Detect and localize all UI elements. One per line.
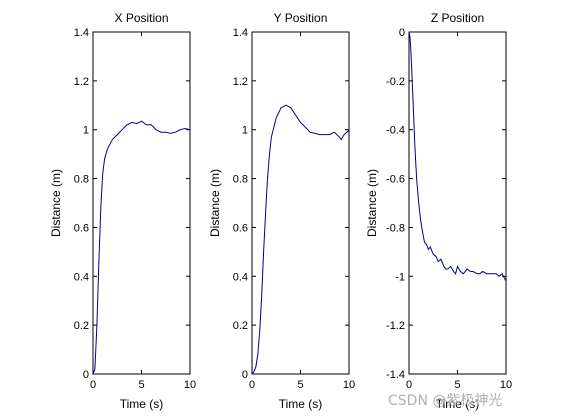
- y-tick-label: 1.2: [74, 76, 89, 88]
- y-tick-label: -1.4: [386, 369, 405, 381]
- x-axis-label: Time (s): [279, 397, 323, 411]
- axes-box: [251, 31, 350, 375]
- x-tick-label: 5: [138, 379, 144, 391]
- y-axis-label: Distance (m): [208, 169, 222, 237]
- y-tick-label: 1.4: [233, 27, 248, 39]
- x-tick-label: 10: [500, 379, 512, 391]
- y-tick-label: 1.2: [233, 76, 248, 88]
- series-line: [408, 31, 507, 282]
- axes-box: [408, 31, 507, 375]
- series-line: [251, 104, 350, 375]
- chart-title: Y Position: [274, 11, 328, 25]
- y-tick-label: 1: [83, 125, 89, 137]
- y-tick-label: -0.4: [386, 125, 405, 137]
- subplot-3: 0-0.2-0.4-0.6-0.8-1-1.2-1.40 5 10Z Positio…: [365, 11, 512, 411]
- subplot-1: 0 0.2 0.4 0.6 0.8 1 1.2 1.4 0 5 10 X Position Time (…: [49, 11, 196, 411]
- y-tick-label: -0.6: [386, 174, 405, 186]
- x-tick-label: 5: [297, 379, 303, 391]
- x-tick-label: 10: [184, 379, 196, 391]
- y-tick-label: -1: [395, 271, 405, 283]
- subplot-2: 0 0.2 0.4 0.6 0.8 1 1.2 1.4 0 5 10 Y Position Time (…: [208, 11, 355, 411]
- y-tick-label: -0.2: [386, 76, 405, 88]
- y-tick-label: 0.4: [74, 271, 89, 283]
- x-tick-label: 0: [249, 379, 255, 391]
- x-axis-label: Time (s): [120, 397, 164, 411]
- y-axis-label: Distance (m): [365, 169, 379, 237]
- y-tick-label: 0: [242, 369, 248, 381]
- watermark: CSDN @紫极神光: [388, 393, 503, 409]
- x-tick-label: 0: [406, 379, 412, 391]
- chart-title: Z Position: [431, 11, 484, 25]
- y-tick-label: 0.4: [233, 271, 248, 283]
- y-tick-label: -0.8: [386, 222, 405, 234]
- x-tick-label: 5: [454, 379, 460, 391]
- y-tick-label: 1: [242, 125, 248, 137]
- y-tick-label: 0.2: [74, 320, 89, 332]
- y-tick-label: 0: [83, 369, 89, 381]
- y-tick-label: 0.2: [233, 320, 248, 332]
- x-axis-label: Time (s): [436, 397, 480, 411]
- series-line: [92, 120, 191, 375]
- y-tick-label: -1.2: [386, 320, 405, 332]
- y-axis-label: Distance (m): [49, 169, 63, 237]
- y-tick-label: 0.8: [74, 174, 89, 186]
- y-tick-label: 0.6: [233, 222, 248, 234]
- chart-title: X Position: [114, 11, 168, 25]
- y-tick-label: 0.8: [233, 174, 248, 186]
- x-tick-label: 10: [343, 379, 355, 391]
- y-tick-label: 1.4: [74, 27, 89, 39]
- y-tick-label: 0: [399, 27, 405, 39]
- y-tick-label: 0.6: [74, 222, 89, 234]
- x-tick-label: 0: [90, 379, 96, 391]
- axes-box: [92, 31, 191, 375]
